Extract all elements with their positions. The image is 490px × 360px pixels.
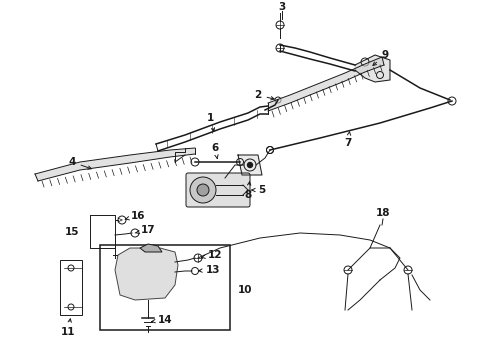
Text: 13: 13 xyxy=(199,265,220,275)
Text: 17: 17 xyxy=(135,225,155,235)
Text: 4: 4 xyxy=(68,157,91,169)
Text: 14: 14 xyxy=(152,315,172,325)
Text: 2: 2 xyxy=(254,90,274,100)
Bar xyxy=(100,245,230,330)
Bar xyxy=(60,260,82,315)
Polygon shape xyxy=(140,244,162,252)
Text: 3: 3 xyxy=(278,2,286,12)
Text: 10: 10 xyxy=(238,285,252,295)
Text: 12: 12 xyxy=(202,250,222,260)
Text: 8: 8 xyxy=(245,182,252,200)
Polygon shape xyxy=(238,155,262,175)
Polygon shape xyxy=(355,55,390,82)
Text: 6: 6 xyxy=(211,143,219,159)
Text: 9: 9 xyxy=(373,50,389,66)
Text: 18: 18 xyxy=(376,208,390,218)
Text: 16: 16 xyxy=(125,211,145,221)
Text: 1: 1 xyxy=(206,113,215,131)
Circle shape xyxy=(247,162,252,167)
Polygon shape xyxy=(115,248,178,300)
Text: 5: 5 xyxy=(252,185,266,195)
Polygon shape xyxy=(35,148,195,181)
Text: 7: 7 xyxy=(344,132,352,148)
Polygon shape xyxy=(268,57,384,111)
Circle shape xyxy=(190,177,216,203)
Text: 15: 15 xyxy=(65,227,79,237)
FancyBboxPatch shape xyxy=(186,173,250,207)
Circle shape xyxy=(197,184,209,196)
Text: 11: 11 xyxy=(61,319,75,337)
